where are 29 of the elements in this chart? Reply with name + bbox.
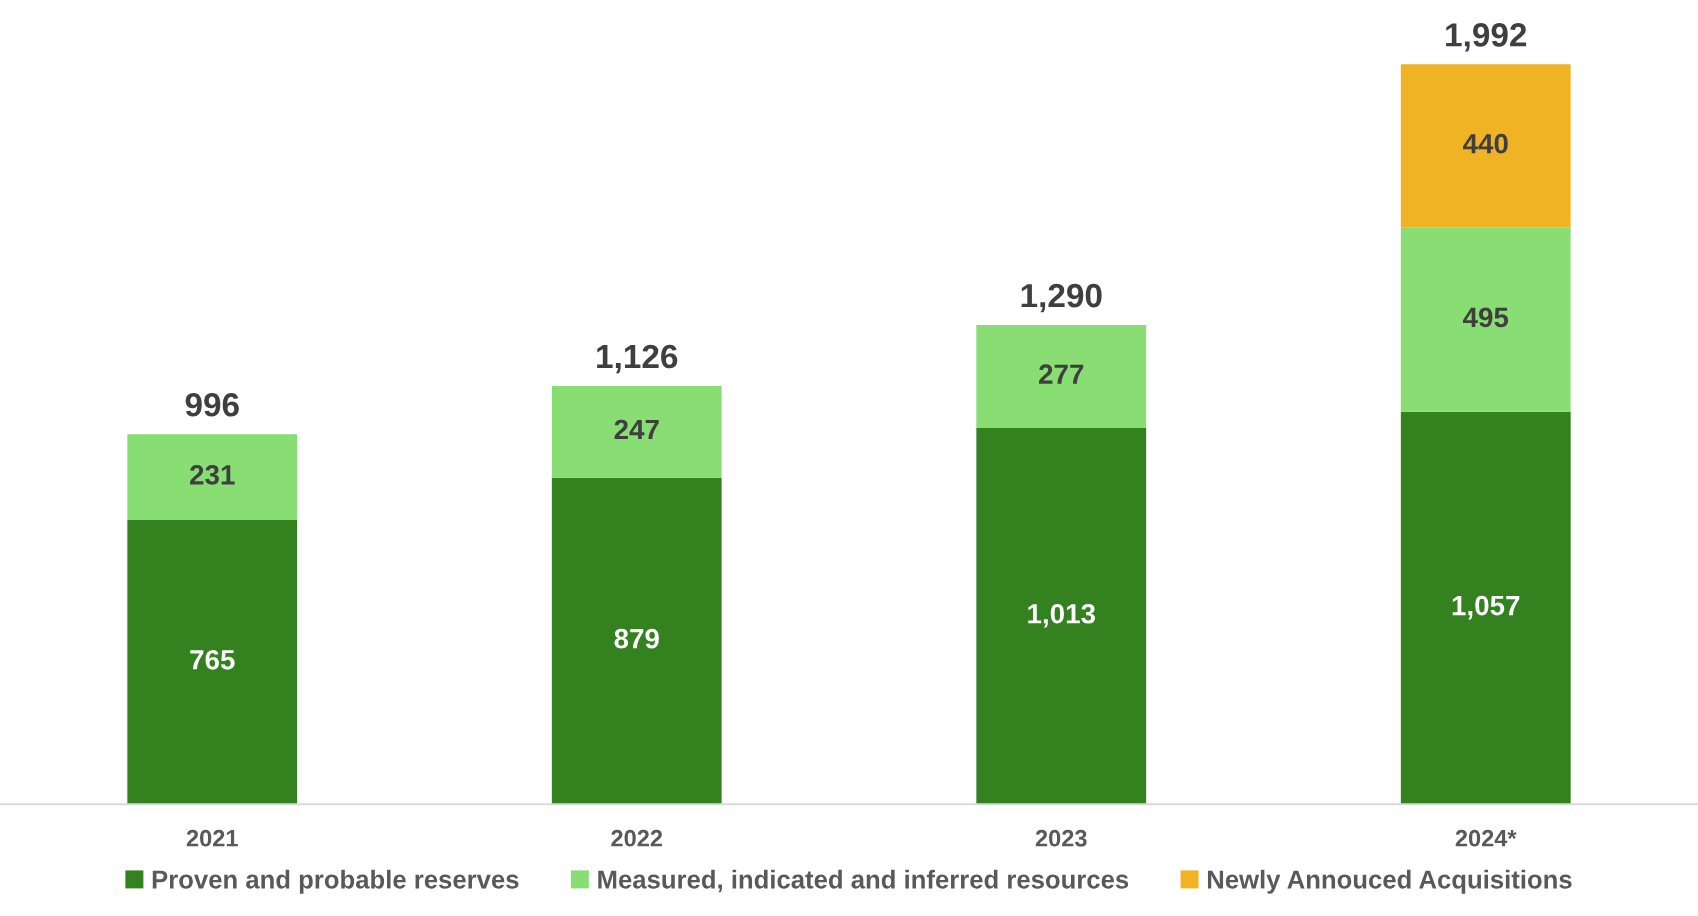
data-label: 495 [1463, 307, 1509, 328]
data-label: 879 [614, 628, 659, 649]
data-label: 440 [1463, 133, 1508, 154]
x-tick-label: 2022 [611, 829, 663, 847]
total-label: 1,992 [1446, 23, 1527, 52]
bar [976, 325, 1147, 428]
bar [976, 427, 1147, 805]
bar [1400, 227, 1571, 412]
total-label: 1,290 [1021, 283, 1102, 313]
bar [1400, 64, 1571, 228]
x-tick-label: 2024* [1455, 829, 1517, 847]
data-label: 231 [190, 464, 235, 485]
legend-label: Newly Annouced Acquisitions [1207, 869, 1572, 894]
data-label: 765 [190, 649, 235, 670]
data-label: 1,013 [1028, 603, 1096, 628]
bar [1400, 411, 1571, 805]
bar [551, 477, 722, 805]
data-label: 247 [614, 419, 659, 440]
x-tick-label: 2023 [1035, 829, 1087, 847]
bar [127, 434, 298, 521]
legend-label: Measured, indicated and inferred resources [598, 869, 1129, 893]
total-label: 1,126 [597, 344, 678, 374]
legend-label: Proven and probable reserves [152, 869, 519, 894]
data-label: 1,057 [1452, 595, 1520, 620]
bar [127, 520, 298, 805]
bar [551, 386, 722, 478]
data-label: 277 [1039, 364, 1084, 384]
total-label: 996 [185, 393, 239, 417]
x-tick-label: 2021 [186, 829, 238, 847]
